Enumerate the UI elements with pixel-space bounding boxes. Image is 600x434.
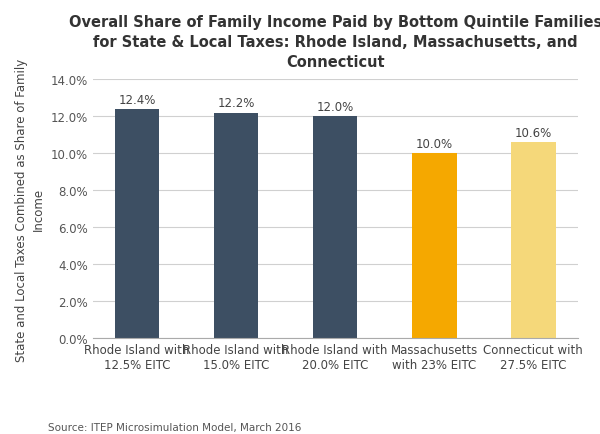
Bar: [214, 114, 259, 339]
Text: 12.0%: 12.0%: [317, 101, 354, 114]
Text: 10.0%: 10.0%: [416, 138, 453, 151]
Text: 12.4%: 12.4%: [118, 93, 155, 106]
Bar: [313, 117, 358, 339]
Bar: [115, 110, 159, 339]
Text: 10.6%: 10.6%: [515, 127, 552, 140]
Y-axis label: State and Local Taxes Combined as Share of Family
Income: State and Local Taxes Combined as Share …: [15, 58, 45, 361]
Text: 12.2%: 12.2%: [217, 97, 255, 110]
Bar: [511, 143, 556, 339]
Title: Overall Share of Family Income Paid by Bottom Quintile Families
for State & Loca: Overall Share of Family Income Paid by B…: [68, 15, 600, 69]
Bar: [412, 154, 457, 339]
Text: Source: ITEP Microsimulation Model, March 2016: Source: ITEP Microsimulation Model, Marc…: [48, 422, 301, 432]
